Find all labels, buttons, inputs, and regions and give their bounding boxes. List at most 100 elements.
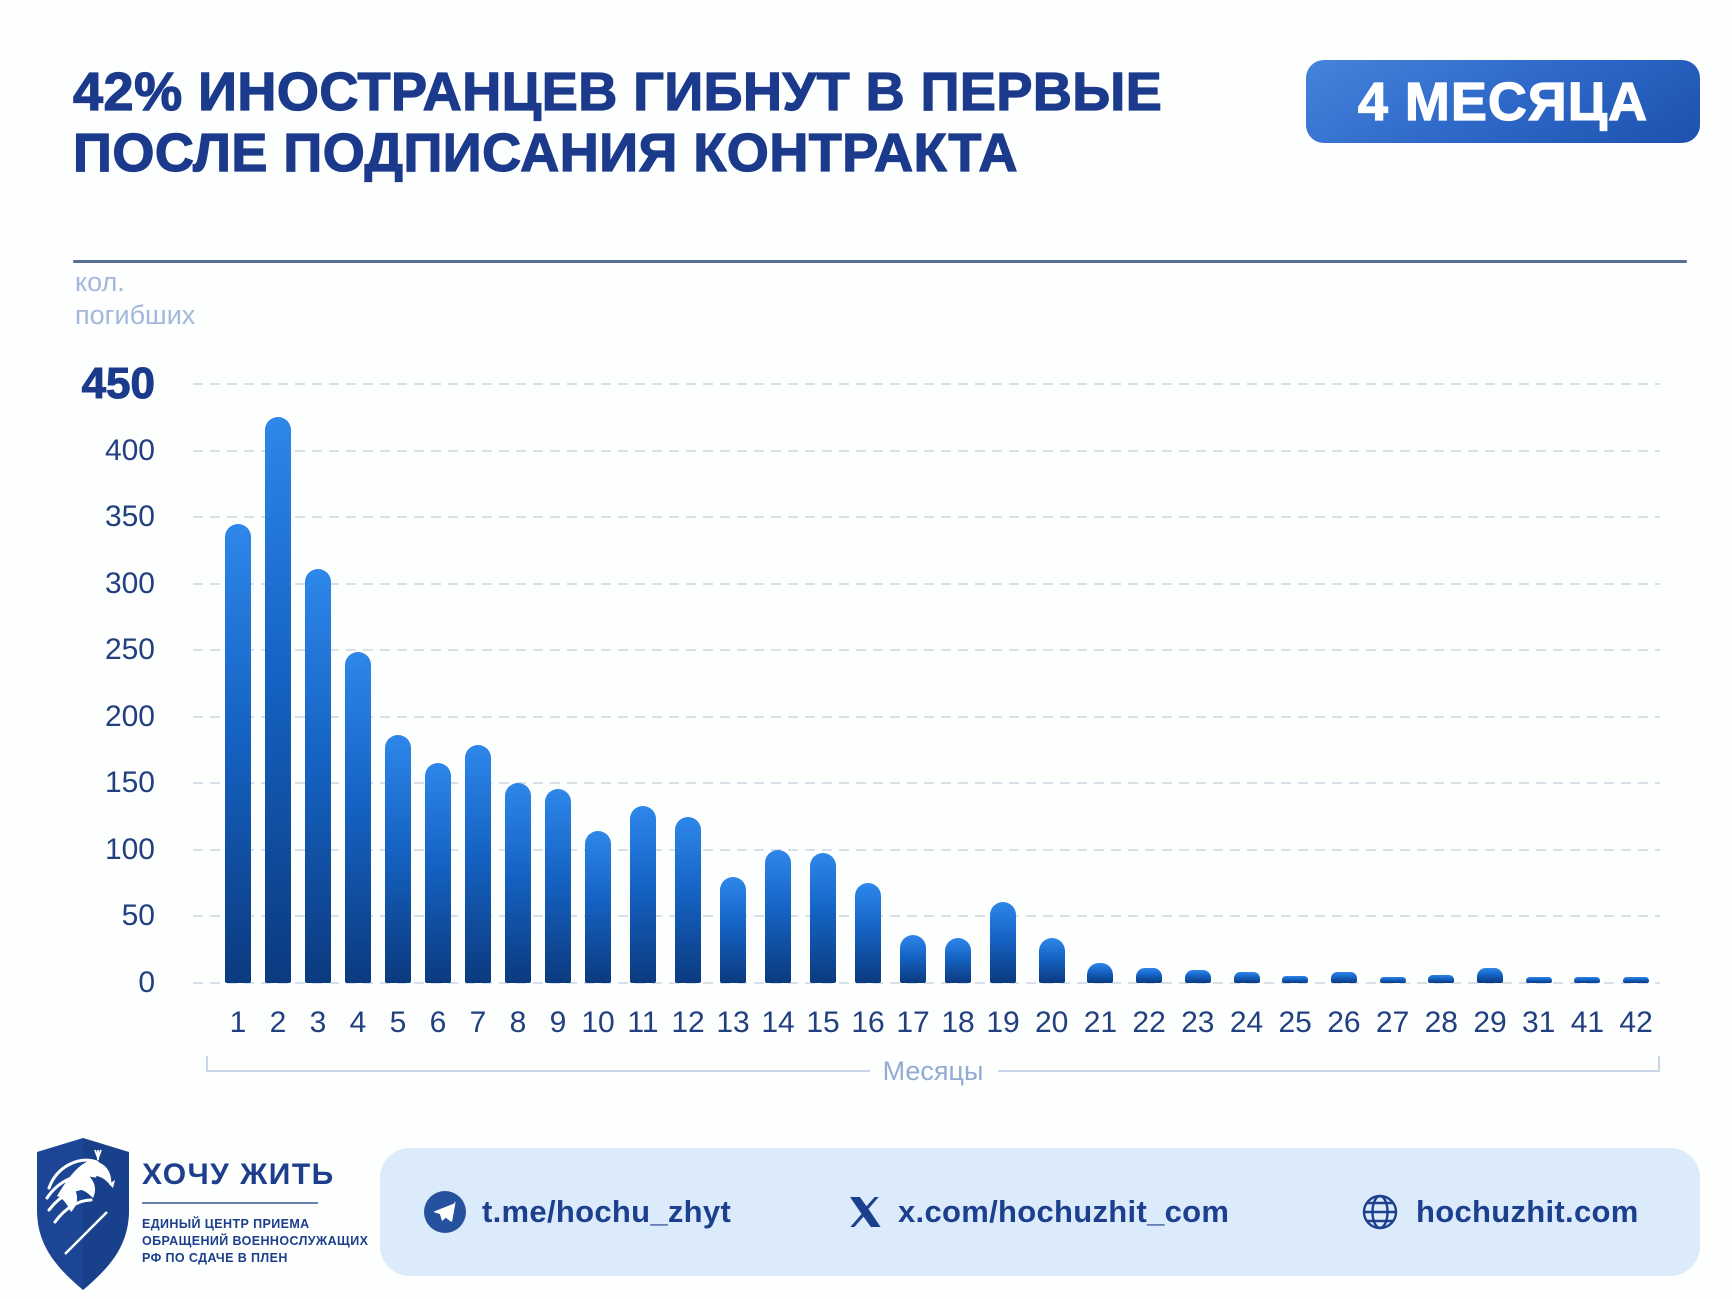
- y-tick-label-350: 350: [104, 500, 155, 534]
- x-tick-label-9: 9: [549, 1006, 567, 1039]
- x-icon: [850, 1197, 881, 1227]
- bar-month-31: [1525, 977, 1552, 983]
- x-link-text: x.com/hochuzhit_com: [898, 1194, 1230, 1229]
- footer-links-bar: [380, 1148, 1700, 1276]
- globe-icon: [1362, 1194, 1398, 1230]
- gridline-200: [193, 715, 1660, 718]
- x-tick-label-11: 11: [627, 1006, 659, 1039]
- gridline-50: [193, 915, 1660, 918]
- bar-month-4: [345, 651, 371, 983]
- x-tick-label-41: 41: [1570, 1006, 1605, 1039]
- bar-month-13: [720, 876, 746, 983]
- gridline-450: [193, 383, 1660, 386]
- x-tick-label-23: 23: [1181, 1006, 1215, 1039]
- x-tick-label-18: 18: [941, 1006, 975, 1039]
- gridline-0: [193, 982, 1660, 984]
- x-tick-label-7: 7: [469, 1006, 487, 1039]
- x-bracket-right-tick: [1658, 1056, 1660, 1072]
- x-tick-label-42: 42: [1619, 1006, 1653, 1039]
- x-tick-label-2: 2: [269, 1006, 287, 1039]
- bar-month-17: [900, 935, 926, 983]
- bar-month-18: [945, 937, 971, 983]
- x-tick-label-14: 14: [761, 1006, 795, 1039]
- x-tick-label-25: 25: [1278, 1006, 1312, 1039]
- x-tick-label-22: 22: [1132, 1006, 1166, 1039]
- gridline-300: [193, 582, 1660, 585]
- bar-month-1: [225, 523, 251, 983]
- bar-month-7: [465, 744, 491, 983]
- title-line-2: ПОСЛЕ ПОДПИСАНИЯ КОНТРАКТА: [72, 122, 1018, 183]
- x-tick-label-4: 4: [349, 1006, 367, 1039]
- x-tick-label-20: 20: [1035, 1006, 1069, 1039]
- y-tick-label-250: 250: [104, 633, 155, 667]
- bar-month-12: [675, 816, 701, 983]
- bar-month-29: [1477, 968, 1503, 983]
- telegram-link[interactable]: t.me/hochu_zhyt: [424, 1148, 731, 1276]
- y-tick-label-0: 0: [138, 966, 155, 999]
- x-link[interactable]: x.com/hochuzhit_com: [848, 1148, 1229, 1276]
- x-tick-label-29: 29: [1473, 1006, 1507, 1039]
- title-line-1: 42% ИНОСТРАНЦЕВ ГИБНУТ В ПЕРВЫЕ: [72, 61, 1163, 122]
- y-tick-label-300: 300: [104, 566, 155, 600]
- x-tick-label-19: 19: [986, 1006, 1020, 1039]
- x-tick-label-31: 31: [1522, 1006, 1556, 1039]
- gridline-400: [193, 449, 1660, 452]
- y-tick-label-450: 450: [81, 359, 155, 409]
- x-bracket-left-tick: [206, 1056, 208, 1072]
- bar-month-20: [1038, 937, 1065, 983]
- x-tick-label-27: 27: [1375, 1006, 1410, 1039]
- bar-month-28: [1428, 975, 1455, 983]
- gridline-100: [193, 848, 1660, 851]
- bar-month-15: [810, 852, 836, 983]
- x-tick-label-13: 13: [716, 1006, 750, 1039]
- x-tick-label-16: 16: [851, 1006, 885, 1039]
- bar-month-6: [425, 763, 451, 983]
- bar-month-10: [585, 831, 611, 983]
- y-tick-label-200: 200: [104, 699, 155, 733]
- header-divider: [73, 260, 1687, 263]
- bar-month-41: [1574, 977, 1601, 983]
- x-tick-label-6: 6: [429, 1006, 447, 1039]
- bar-month-16: [855, 883, 881, 983]
- bar-month-23: [1184, 969, 1211, 983]
- x-tick-label-21: 21: [1083, 1006, 1118, 1039]
- page-title: 42% ИНОСТРАНЦЕВ ГИБНУТ В ПЕРВЫЕ ПОСЛЕ ПО…: [72, 61, 1293, 184]
- gridline-350: [193, 516, 1660, 519]
- bar-month-21: [1087, 963, 1114, 983]
- logo-name: ХОЧУ ЖИТЬ: [142, 1158, 335, 1191]
- logo-tagline: ЕДИНЫЙ ЦЕНТР ПРИЕМА ОБРАЩЕНИЙ ВОЕННОСЛУЖ…: [142, 1217, 369, 1265]
- telegram-link-text: t.me/hochu_zhyt: [482, 1194, 732, 1229]
- duration-badge: 4 МЕСЯЦА: [1306, 60, 1700, 143]
- bar-month-22: [1136, 968, 1163, 983]
- website-link[interactable]: hochuzhit.com: [1360, 1148, 1639, 1276]
- x-tick-label-28: 28: [1424, 1006, 1458, 1039]
- x-tick-label-12: 12: [671, 1006, 705, 1039]
- bar-month-42: [1623, 977, 1650, 983]
- x-bracket-left-line: [206, 1070, 870, 1072]
- duration-badge-label: 4 МЕСЯЦА: [1357, 71, 1649, 132]
- y-tick-label-400: 400: [104, 433, 155, 467]
- x-tick-label-17: 17: [896, 1006, 930, 1039]
- x-tick-label-3: 3: [309, 1006, 327, 1039]
- bar-month-27: [1379, 977, 1406, 983]
- x-tick-label-24: 24: [1229, 1006, 1264, 1039]
- bar-month-19: [990, 901, 1016, 983]
- bar-month-8: [505, 783, 531, 983]
- logo-shield-dove-icon: [37, 1138, 129, 1290]
- x-tick-label-10: 10: [581, 1006, 615, 1039]
- y-axis-unit-label: кол. погибших: [75, 267, 196, 330]
- y-tick-label-150: 150: [104, 766, 155, 800]
- gridline-150: [193, 782, 1660, 785]
- telegram-icon: [424, 1191, 466, 1233]
- website-link-text: hochuzhit.com: [1416, 1194, 1639, 1229]
- x-axis-title: Месяцы: [882, 1056, 984, 1086]
- bar-month-5: [385, 735, 411, 983]
- x-tick-label-26: 26: [1327, 1006, 1361, 1039]
- x-tick-label-1: 1: [229, 1006, 247, 1039]
- x-bracket-right-line: [998, 1070, 1660, 1072]
- logo-divider: [142, 1202, 318, 1204]
- bar-month-26: [1330, 972, 1357, 983]
- bar-month-24: [1233, 972, 1260, 983]
- bar-month-11: [630, 806, 656, 983]
